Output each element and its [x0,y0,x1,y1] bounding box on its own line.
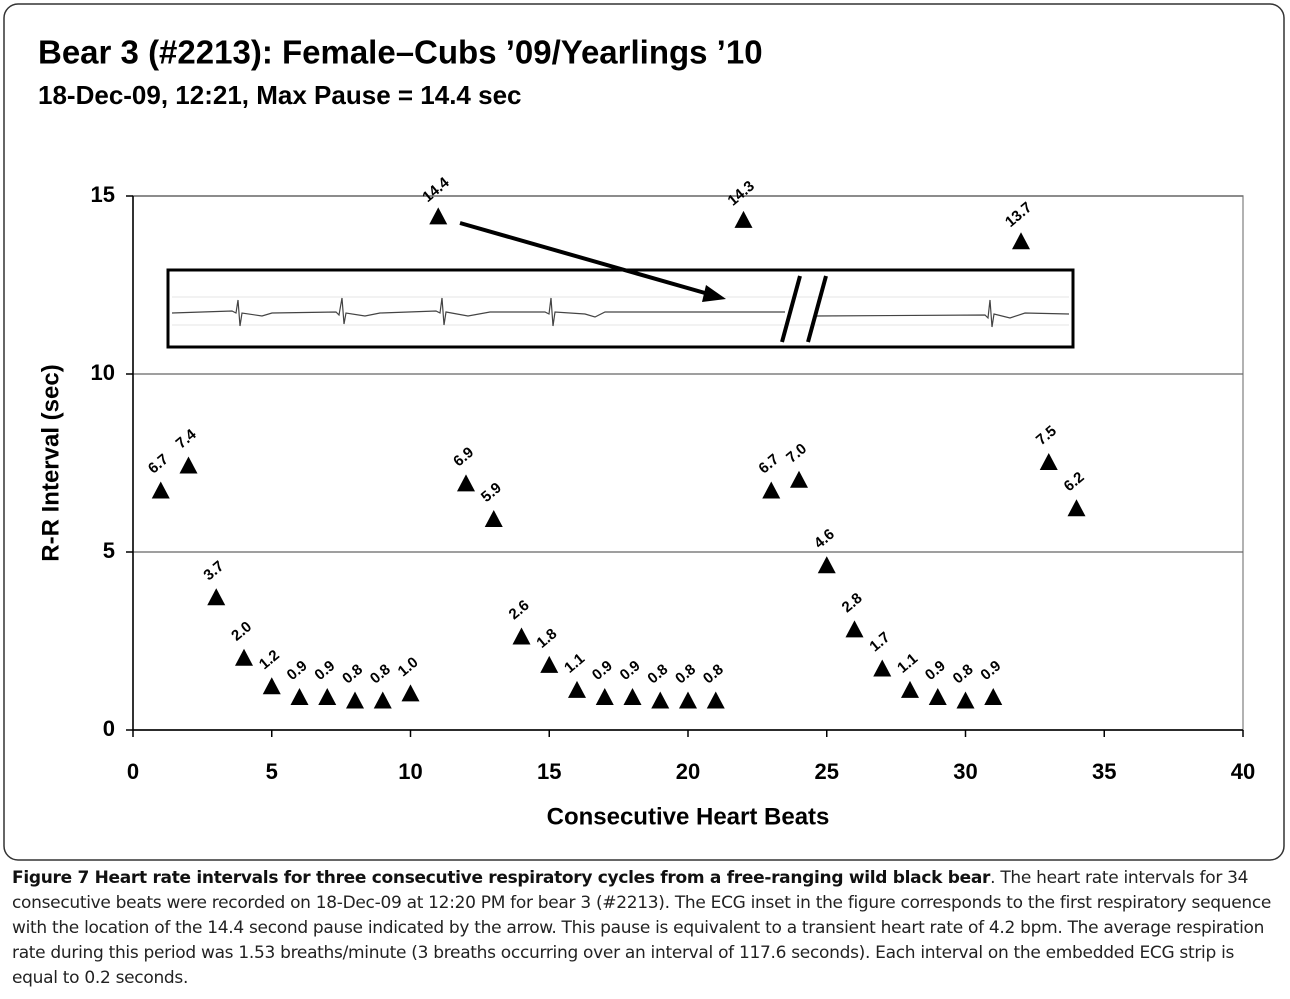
x-tick-label: 0 [127,759,139,784]
x-tick-label: 20 [676,759,700,784]
data-label: 7.4 [173,426,200,453]
point [346,692,364,709]
point [596,688,614,705]
data-label: 13.7 [1002,199,1035,231]
y-tick-label: 5 [103,538,115,563]
point [513,627,531,644]
point [735,211,753,228]
data-label: 14.4 [419,174,453,206]
data-label: 1.2 [256,647,283,673]
data-label: 7.0 [783,440,810,466]
point [180,457,198,474]
data-label: 0.8 [339,661,366,687]
point [374,692,392,709]
x-tick-label: 30 [953,759,977,784]
point [651,692,669,709]
point [790,471,808,488]
point [457,474,475,491]
x-tick-label: 40 [1231,759,1255,784]
x-tick-label: 35 [1092,759,1116,784]
data-label: 14.3 [725,178,758,210]
caption: Figure 7 Heart rate intervals for three … [12,866,1280,991]
point [152,481,170,498]
point [873,659,891,676]
data-label: 2.6 [506,597,533,623]
point [540,656,558,673]
frame [4,4,1284,860]
point [762,481,780,498]
data-label: 3.7 [200,558,227,584]
x-tick-label: 5 [266,759,278,784]
point [318,688,336,705]
point [402,684,420,701]
point [707,692,725,709]
data-label: 2.0 [228,618,255,644]
point [679,692,697,709]
data-label: 6.9 [450,444,477,470]
caption-bold: Figure 7 Heart rate intervals for three … [12,868,990,888]
data-label: 0.8 [644,661,671,687]
data-label: 0.8 [950,661,977,687]
data-label: 1.0 [395,654,422,680]
point [568,681,586,698]
point [957,692,975,709]
point [1012,232,1030,249]
ecg-inset [168,270,1073,347]
x-tick-label: 10 [398,759,422,784]
data-label: 0.9 [589,657,616,683]
point [291,688,309,705]
point [429,207,447,224]
chart-title: Bear 3 (#2213): Female–Cubs ’09/Yearling… [38,34,763,71]
y-axis-label: R-R Interval (sec) [37,364,64,561]
point [624,688,642,705]
data-label: 0.9 [284,657,311,683]
data-label: 1.8 [533,625,560,651]
data-label: 1.7 [866,629,893,655]
point [207,588,225,605]
x-axis-label: Consecutive Heart Beats [547,803,830,830]
data-label: 0.9 [977,657,1004,683]
x-tick-label: 15 [537,759,561,784]
point [929,688,947,705]
point [984,688,1002,705]
data-label: 0.9 [311,657,338,683]
data-label: 0.9 [617,657,644,683]
point [1040,453,1058,470]
data-label: 4.6 [811,526,838,552]
x-tick-label: 25 [815,759,839,784]
y-tick-label: 15 [91,182,115,207]
page: {"chart_data":{"type":"scatter", "title"… [0,0,1290,999]
data-label: 0.8 [672,661,699,687]
point [901,681,919,698]
point [485,510,503,527]
y-tick-label: 10 [91,360,115,385]
point [263,677,281,694]
data-label: 2.8 [839,590,866,616]
data-label: 6.7 [755,451,782,477]
data-label: 5.9 [478,479,505,505]
y-tick-label: 0 [103,716,115,741]
point [1068,499,1086,516]
data-label: 1.1 [561,650,588,676]
data-label: 6.7 [145,451,172,477]
point [846,620,864,637]
point [818,556,836,573]
chart-subtitle: 18-Dec-09, 12:21, Max Pause = 14.4 sec [38,80,522,110]
chart: Bear 3 (#2213): Female–Cubs ’09/Yearling… [0,0,1290,865]
ecg-box [168,270,1073,347]
data-label: 7.5 [1033,422,1060,448]
data-label: 6.2 [1061,469,1088,495]
data-label: 1.1 [894,650,921,676]
point [235,649,253,666]
data-label: 0.8 [700,661,727,687]
data-label: 0.8 [367,661,394,687]
data-label: 0.9 [922,657,949,683]
